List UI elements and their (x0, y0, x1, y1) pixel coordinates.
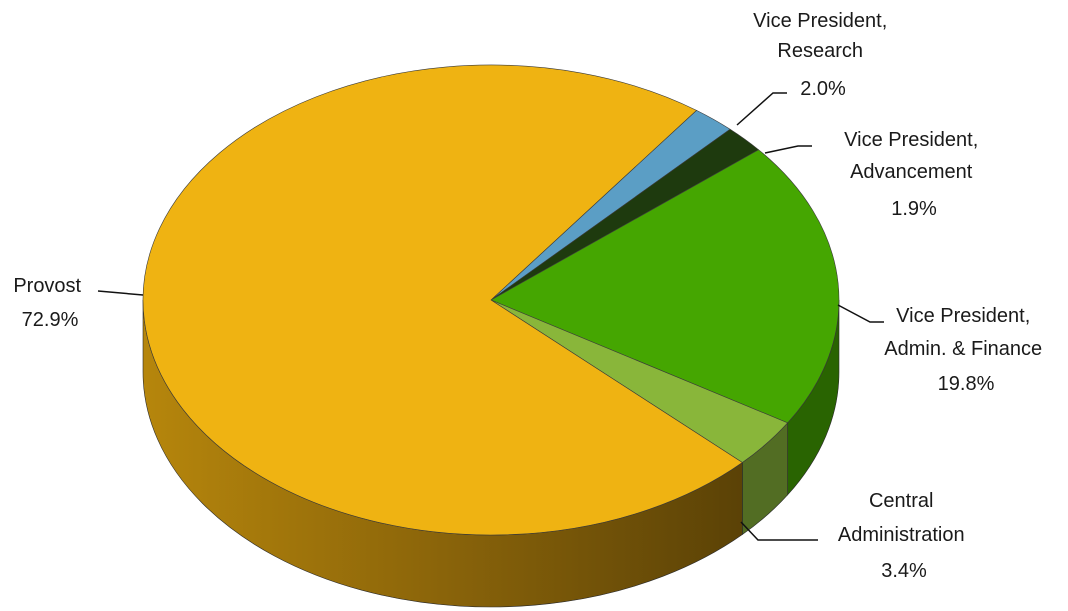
slice-value-admin-finance: 19.8% (938, 373, 995, 395)
slice-label-provost-line1: Provost (13, 275, 81, 297)
slice-label-advancement-line2: Advancement (850, 161, 973, 183)
label-leader-lines (97, 92, 884, 541)
slice-label-central-admin-line1: Central (869, 490, 933, 512)
slice-label-central-admin: Central Administration 3.4% (838, 490, 970, 582)
slice-label-research: Vice President, Research 2.0% (753, 10, 893, 100)
leader-line-advancement (764, 145, 812, 154)
slice-label-advancement: Vice President, Advancement 1.9% (844, 129, 984, 220)
pie-slice-provost (142, 64, 743, 536)
slice-label-admin-finance: Vice President, Admin. & Finance 19.8% (884, 305, 1047, 395)
slice-label-research-line1: Vice President, (753, 10, 887, 32)
leader-line-central-admin (740, 521, 818, 541)
slice-label-central-admin-line2: Administration (838, 524, 965, 546)
slice-value-advancement: 1.9% (891, 198, 937, 220)
pie-slice-admin-finance (490, 149, 840, 424)
slice-label-provost: Provost 72.9% (13, 275, 86, 331)
leader-line-admin-finance (837, 304, 884, 323)
slice-value-central-admin: 3.4% (881, 560, 927, 582)
pie-top-faces (142, 64, 840, 536)
leader-line-research (736, 92, 787, 126)
slice-labels: Vice President, Research 2.0% Vice Presi… (13, 10, 1047, 582)
slice-value-provost: 72.9% (22, 309, 79, 331)
leader-line-provost (97, 290, 144, 296)
slice-label-admin-finance-line1: Vice President, (896, 305, 1030, 327)
slice-label-admin-finance-line2: Admin. & Finance (884, 338, 1042, 360)
slice-label-advancement-line1: Vice President, (844, 129, 978, 151)
slice-label-research-line2: Research (777, 40, 863, 62)
slice-value-research: 2.0% (800, 78, 846, 100)
